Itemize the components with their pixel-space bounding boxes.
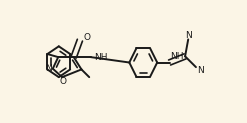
Text: N: N bbox=[45, 64, 52, 73]
Text: N: N bbox=[197, 66, 204, 76]
Text: N: N bbox=[185, 31, 192, 40]
Text: NH: NH bbox=[170, 52, 184, 61]
Text: O: O bbox=[59, 77, 66, 86]
Text: NH: NH bbox=[94, 53, 107, 62]
Text: O: O bbox=[83, 33, 90, 42]
